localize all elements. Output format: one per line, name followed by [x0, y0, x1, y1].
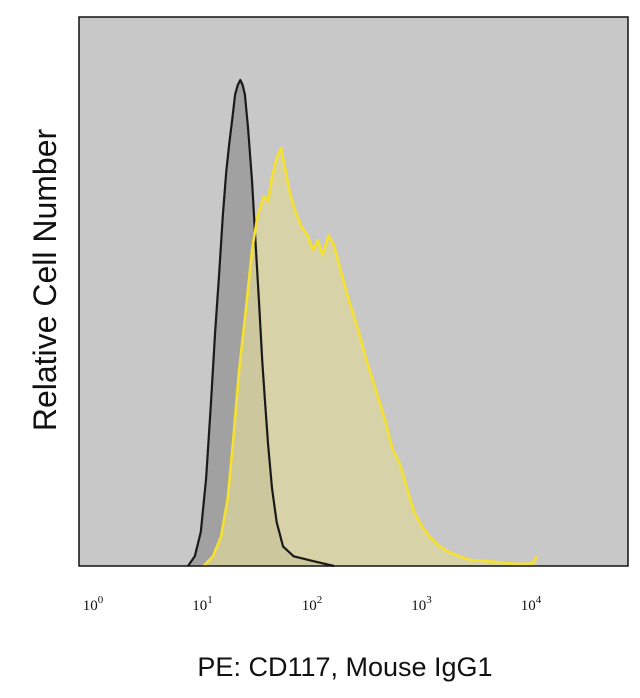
histogram-line-cd117 — [202, 146, 539, 567]
x-tick-label: 101 — [192, 594, 213, 614]
histogram-line-isotype-control — [187, 78, 335, 568]
x-tick-label: 100 — [83, 594, 104, 614]
x-tick-label: 103 — [411, 594, 432, 614]
histogram-fill-cd117 — [203, 148, 537, 566]
plot-frame — [78, 16, 629, 567]
x-tick-label: 102 — [302, 594, 323, 614]
x-tick-labels: 100 101 102 103 104 — [83, 594, 542, 614]
x-tick-label: 104 — [521, 594, 542, 614]
x-axis-title: PE: CD117, Mouse IgG1 — [197, 652, 492, 682]
series-layer — [187, 78, 539, 568]
y-axis-title: Relative Cell Number — [27, 128, 63, 431]
